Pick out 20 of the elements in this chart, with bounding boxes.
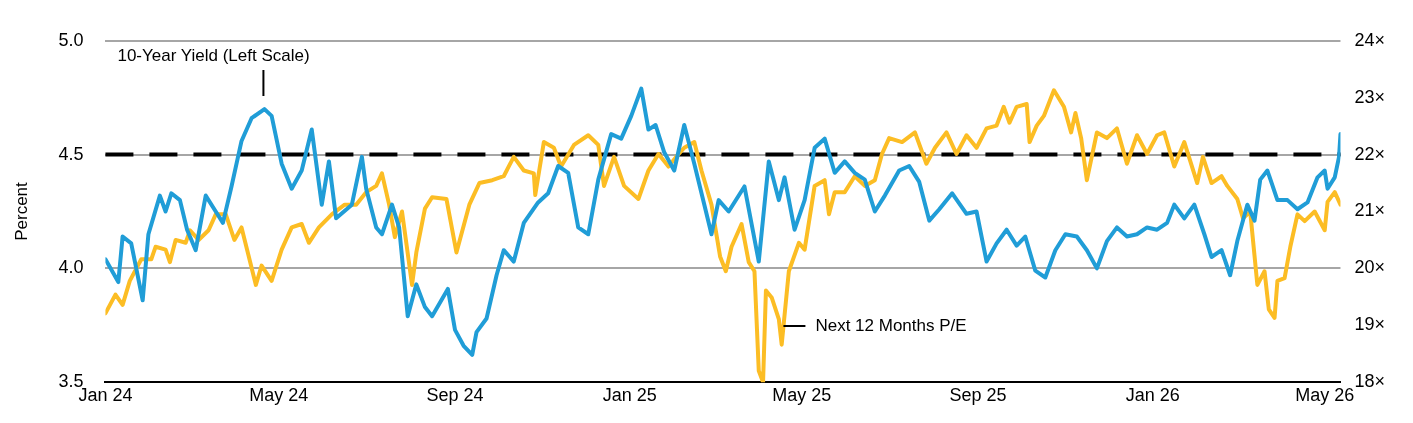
y2-tick-label: 19× [1354, 314, 1386, 335]
series-label: Next 12 Months P/E [815, 315, 967, 335]
y2-tick-label: 21× [1354, 200, 1386, 221]
y-tick-label: 4.5 [58, 143, 84, 164]
y-axis-title: Percent [11, 181, 31, 241]
y2-tick-label: 20× [1354, 257, 1386, 278]
y2-tick-label: 18× [1354, 371, 1386, 392]
text: 10-Year Yield (Left Scale) [117, 45, 310, 65]
y-tick-label: 5.0 [58, 29, 84, 50]
x-tick-label: Sep 25 [949, 384, 1007, 405]
x-tick-label: May 24 [249, 384, 309, 405]
x-tick-label: Jan 25 [602, 384, 657, 405]
x-tick-label: May 26 [1295, 384, 1355, 405]
x-tick-label: May 25 [772, 384, 832, 405]
y2-tick-label: 22× [1354, 143, 1386, 164]
x-tick-label: Sep 24 [426, 384, 484, 405]
y-tick-label: 4.0 [58, 257, 84, 278]
x-tick-label: Jan 26 [1125, 384, 1180, 405]
y2-tick-label: 23× [1354, 86, 1386, 107]
y2-tick-label: 24× [1354, 29, 1386, 50]
